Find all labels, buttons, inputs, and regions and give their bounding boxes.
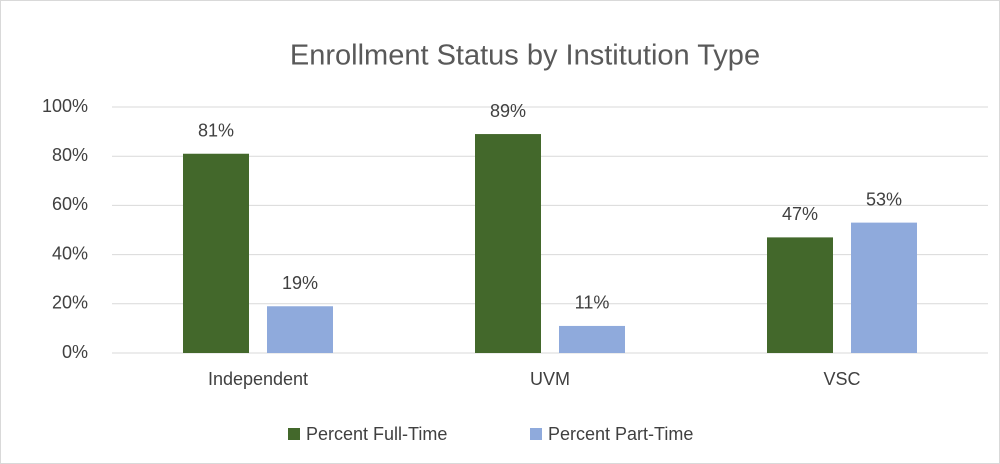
- bar: [767, 237, 833, 353]
- x-tick-label: UVM: [530, 369, 570, 389]
- data-label: 53%: [866, 189, 902, 209]
- data-label: 47%: [782, 204, 818, 224]
- chart-title: Enrollment Status by Institution Type: [290, 40, 760, 72]
- data-label: 89%: [490, 101, 526, 121]
- y-tick-label: 20%: [52, 293, 88, 313]
- legend-label: Percent Part-Time: [548, 424, 693, 444]
- y-tick-label: 80%: [52, 145, 88, 165]
- legend-swatch: [530, 428, 542, 440]
- bar: [851, 222, 917, 353]
- x-tick-label: VSC: [823, 369, 860, 389]
- bar: [559, 325, 625, 353]
- y-tick-label: 0%: [62, 342, 88, 362]
- data-label: 19%: [282, 273, 318, 293]
- y-tick-label: 40%: [52, 243, 88, 263]
- bar: [183, 153, 249, 353]
- data-label: 11%: [575, 293, 610, 313]
- bar: [267, 306, 333, 353]
- bar: [475, 134, 541, 353]
- y-tick-label: 60%: [52, 194, 88, 214]
- data-label: 81%: [198, 120, 234, 140]
- y-tick-label: 100%: [42, 96, 88, 116]
- legend-label: Percent Full-Time: [306, 424, 447, 444]
- x-tick-label: Independent: [208, 369, 308, 389]
- legend-swatch: [288, 428, 300, 440]
